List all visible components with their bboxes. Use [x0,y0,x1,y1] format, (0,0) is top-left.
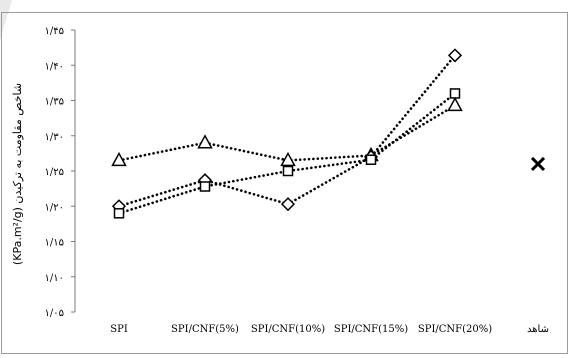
triangle-series-line [117,104,457,162]
series-lines [117,54,457,215]
y-tick-label: ۱/۰۵ [45,308,64,319]
y-tick-label: ۱/۳۰ [45,132,64,143]
series-markers [111,48,546,219]
chart-frame [1,12,568,354]
y-tick-label: ۱/۱۰ [45,273,64,284]
square-marker [113,208,125,219]
triangle-marker [280,151,296,167]
cross-marker [530,156,546,172]
diamond-marker [447,48,463,63]
x-tick-label: SPI/CNF(15%) [334,324,408,335]
y-tick-label: ۱/۱۵ [45,238,64,249]
square-marker [282,165,294,177]
x-tick-label: SPI/CNF(5%) [171,324,239,335]
x-tick-label: SPI/CNF(10%) [251,324,325,335]
y-tick-label: ۱/۲۵ [45,167,64,178]
x-tick-label: SPI/CNF(20%) [418,324,492,335]
diamond-marker [280,197,296,212]
square-marker [199,181,211,192]
triangle-marker [197,134,213,149]
page-corner-fold [0,0,12,40]
diamond-series-line [117,54,457,208]
x-tick-label: SPI [110,324,128,335]
triangle-marker [111,151,127,167]
y-axis-label: (KPa.m²/g) شاخص مقاومت به ترکیدن [11,83,24,265]
triangle-marker [447,96,463,112]
square-marker [365,154,377,165]
y-tick-labels: ۱/۰۵ ۱/۱۰ ۱/۱۵ ۱/۲۰ ۱/۲۵ ۱/۳۰ ۱/۳۵ ۱/۴۰ ۱/۴۵ [45,26,75,319]
y-tick-label: ۱/۳۵ [45,97,64,108]
y-tick-label: ۱/۴۵ [45,26,64,37]
y-tick-label: ۱/۴۰ [45,61,64,72]
y-tick-label: ۱/۲۰ [45,202,64,213]
square-series-line [117,92,457,215]
cross-stroke [530,156,546,172]
x-tick-label: شاهد [527,324,549,335]
square-marker [449,88,461,99]
x-tick-labels: SPI SPI/CNF(5%) SPI/CNF(10%) SPI/CNF(15%) SP… [110,324,549,335]
